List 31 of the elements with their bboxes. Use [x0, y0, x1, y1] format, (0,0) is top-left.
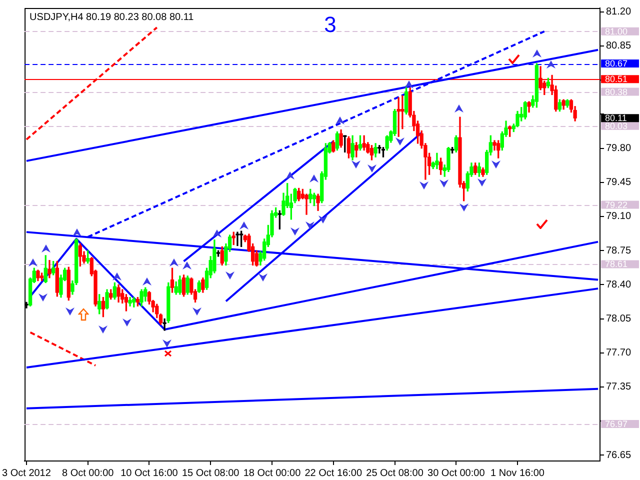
ref-line-label: 80.03 — [605, 120, 628, 131]
x-tick-label: 15 Oct 08:00 — [182, 468, 240, 479]
x-tick-label: 3 Oct 2012 — [2, 468, 52, 479]
y-tick-label: 78.05 — [606, 314, 632, 325]
x-tick-label: 18 Oct 00:00 — [243, 468, 302, 479]
y-tick-label: 79.45 — [606, 177, 632, 188]
x-tick-label: 25 Oct 08:00 — [366, 468, 424, 479]
ref-line-label: 79.22 — [605, 200, 628, 210]
text: 80.11 — [605, 113, 627, 124]
y-tick-label: 78.75 — [606, 245, 632, 256]
ref-line-label: 76.97 — [605, 418, 628, 429]
x-tick-label: 22 Oct 16:00 — [304, 468, 362, 479]
y-tick-label: 78.40 — [606, 279, 632, 290]
annotation: 3 — [324, 12, 336, 38]
y-tick-label: 80.85 — [606, 40, 632, 52]
ref-line-label: 80.38 — [605, 86, 628, 97]
y-tick-label: 77.35 — [606, 382, 632, 393]
x-tick-label: 1 Nov 16:00 — [490, 468, 545, 479]
ref-line-label: 81.00 — [605, 26, 628, 36]
ref-line-label: 80.67 — [605, 58, 628, 69]
x-tick-label: 8 Oct 00:00 — [62, 468, 114, 479]
ref-line-label: 80.51 — [605, 74, 628, 84]
y-tick-label: 81.20 — [606, 6, 632, 18]
y-tick-label: 79.10 — [606, 211, 632, 222]
y-tick-label: 76.65 — [606, 450, 632, 461]
y-tick-label: 77.70 — [606, 348, 632, 359]
chart-title: USDJPY,H4 80.19 80.23 80.08 80.11 — [30, 12, 194, 23]
y-tick-label: 79.80 — [606, 143, 632, 154]
x-tick-label: 30 Oct 00:00 — [428, 468, 486, 479]
ref-line-label: 78.61 — [605, 259, 628, 270]
x-tick-label: 10 Oct 16:00 — [120, 468, 178, 479]
